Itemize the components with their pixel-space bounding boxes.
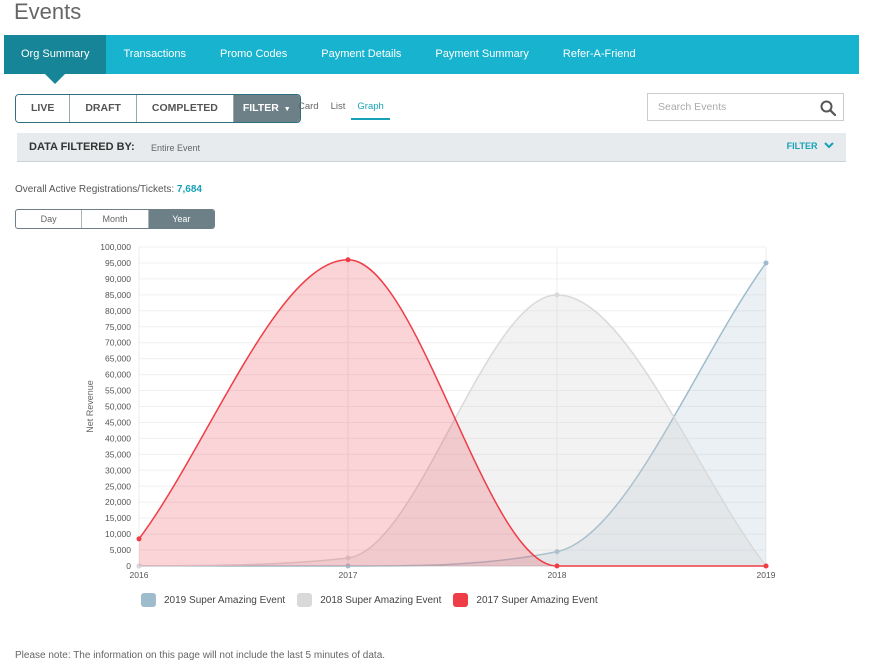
- view-card[interactable]: Card: [298, 101, 319, 112]
- y-tick-label: 75,000: [105, 322, 131, 332]
- y-tick-label: 35,000: [105, 449, 131, 459]
- filter-button-label: FILTER: [242, 102, 279, 114]
- main-nav: Org Summary Transactions Promo Codes Pay…: [4, 35, 859, 84]
- y-tick-label: 60,000: [105, 370, 131, 380]
- y-tick-label: 70,000: [105, 338, 131, 348]
- search-input[interactable]: [656, 100, 820, 114]
- data-point: [763, 563, 769, 569]
- data-point: [554, 292, 560, 298]
- y-tick-label: 95,000: [105, 258, 131, 268]
- y-tick-label: 100,000: [100, 242, 131, 252]
- y-tick-label: 55,000: [105, 386, 131, 396]
- period-year[interactable]: Year: [148, 210, 214, 228]
- x-tick-label: 2018: [548, 570, 567, 580]
- data-point: [345, 555, 351, 561]
- page-title: Events: [14, 0, 82, 24]
- data-filter-bar: DATA FILTERED BY: Entire Event FILTER: [17, 133, 846, 162]
- data-point: [763, 260, 769, 266]
- x-tick-label: 2016: [130, 570, 149, 580]
- filter-link-label: FILTER: [786, 141, 818, 151]
- legend-label: 2019 Super Amazing Event: [164, 594, 286, 606]
- filter-bar-value: Entire Event: [151, 143, 201, 153]
- overall-label: Overall Active Registrations/Tickets:: [15, 184, 175, 195]
- overall-value: 7,684: [176, 184, 202, 195]
- draft-button[interactable]: DRAFT: [70, 95, 137, 122]
- overall-registrations: Overall Active Registrations/Tickets: 7,…: [15, 184, 202, 195]
- series-area: [139, 294, 766, 566]
- live-button[interactable]: LIVE: [16, 95, 71, 122]
- legend-label: 2018 Super Amazing Event: [320, 594, 442, 606]
- y-tick-label: 30,000: [105, 465, 131, 475]
- y-tick-label: 65,000: [105, 354, 131, 364]
- legend-swatch: [141, 593, 156, 607]
- y-tick-label: 85,000: [105, 290, 131, 300]
- tab-promo-codes[interactable]: Promo Codes: [220, 48, 288, 60]
- y-tick-label: 40,000: [105, 433, 131, 443]
- completed-button[interactable]: COMPLETED: [136, 95, 234, 122]
- period-toggle: Day Month Year: [15, 209, 215, 229]
- y-tick-label: 25,000: [105, 481, 131, 491]
- legend-swatch: [453, 593, 469, 607]
- status-filter-group: LIVE DRAFT COMPLETED FILTER ▼: [15, 94, 301, 123]
- search-box: [647, 93, 844, 121]
- tab-org-summary[interactable]: Org Summary: [4, 35, 107, 84]
- legend-swatch: [297, 593, 313, 607]
- x-tick-label: 2019: [757, 570, 776, 580]
- series-line: [138, 259, 766, 567]
- legend-item[interactable]: 2018 Super Amazing Event: [297, 593, 441, 607]
- period-month[interactable]: Month: [82, 210, 149, 228]
- y-tick-label: 15,000: [105, 513, 131, 523]
- view-toggle: Card List Graph: [292, 98, 390, 120]
- period-day[interactable]: Day: [16, 210, 83, 228]
- data-point: [136, 536, 142, 542]
- data-point: [136, 563, 142, 569]
- view-graph[interactable]: Graph: [351, 98, 390, 120]
- data-point: [554, 563, 560, 569]
- caret-down-icon: ▼: [283, 106, 291, 113]
- y-tick-label: 0: [126, 561, 131, 571]
- tab-payment-summary[interactable]: Payment Summary: [435, 48, 529, 60]
- tab-refer-a-friend[interactable]: Refer-A-Friend: [562, 48, 636, 60]
- series-line: [138, 294, 767, 567]
- y-tick-label: 50,000: [105, 402, 131, 412]
- legend-item[interactable]: 2017 Super Amazing Event: [453, 593, 598, 607]
- chart-legend: 2019 Super Amazing Event 2018 Super Amaz…: [141, 593, 610, 607]
- y-tick-label: 90,000: [105, 274, 131, 284]
- view-list[interactable]: List: [330, 101, 346, 112]
- legend-label: 2017 Super Amazing Event: [476, 594, 598, 606]
- x-tick-label: 2017: [339, 570, 358, 580]
- search-icon[interactable]: [820, 100, 836, 116]
- y-axis-label: Net Revenue: [85, 380, 95, 433]
- y-tick-label: 80,000: [105, 306, 131, 316]
- tab-transactions[interactable]: Transactions: [123, 48, 187, 60]
- series-line: [138, 262, 767, 567]
- filter-toggle-link[interactable]: FILTER: [787, 141, 834, 151]
- filter-dropdown-button[interactable]: FILTER ▼: [233, 95, 300, 122]
- tab-payment-details[interactable]: Payment Details: [321, 48, 402, 60]
- footer-note: Please note: The information on this pag…: [15, 650, 386, 661]
- data-point: [345, 563, 351, 569]
- series-area: [139, 262, 766, 566]
- data-point: [554, 549, 560, 555]
- legend-item[interactable]: 2019 Super Amazing Event: [141, 593, 285, 607]
- data-point: [345, 257, 351, 263]
- filter-bar-label: DATA FILTERED BY:: [29, 141, 135, 153]
- y-tick-label: 10,000: [105, 529, 131, 539]
- revenue-chart: 0 5,000 10,000 15,000 20,000 25,000 30,000 35,0…: [85, 242, 776, 580]
- y-tick-label: 45,000: [105, 417, 131, 427]
- y-tick-label: 20,000: [105, 497, 131, 507]
- chevron-down-icon: [824, 142, 834, 149]
- y-tick-label: 5,000: [110, 545, 132, 555]
